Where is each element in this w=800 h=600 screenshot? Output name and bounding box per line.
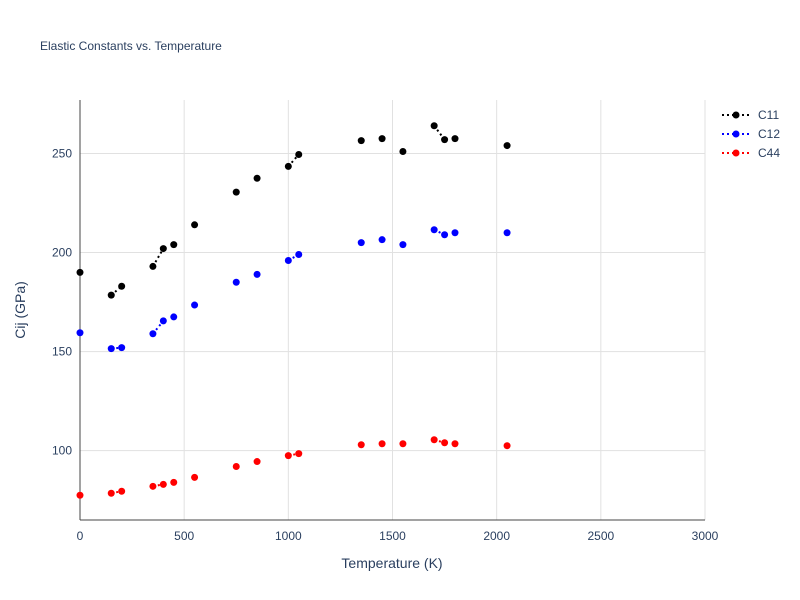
y-tick-label: 100	[52, 444, 72, 458]
data-point[interactable]	[191, 473, 199, 481]
data-point[interactable]	[357, 239, 365, 247]
data-point[interactable]	[232, 188, 240, 196]
data-point[interactable]	[76, 329, 84, 337]
x-tick-label: 1000	[275, 529, 302, 543]
legend-swatch-marker	[732, 149, 740, 157]
data-point[interactable]	[253, 174, 261, 182]
data-point[interactable]	[107, 489, 115, 497]
data-point[interactable]	[232, 278, 240, 286]
data-point[interactable]	[284, 162, 292, 170]
x-tick-label: 2500	[587, 529, 614, 543]
data-point[interactable]	[76, 268, 84, 276]
data-point[interactable]	[149, 482, 157, 490]
data-point[interactable]	[191, 221, 199, 229]
legend-item-C12[interactable]: C12	[722, 127, 780, 141]
series-C12	[76, 226, 511, 353]
data-point[interactable]	[503, 142, 511, 150]
legend-item-C44[interactable]: C44	[722, 146, 780, 160]
data-point[interactable]	[441, 136, 449, 144]
axes	[79, 100, 705, 521]
x-tick-label: 1500	[379, 529, 406, 543]
legend-item-C11[interactable]: C11	[722, 108, 779, 122]
data-point[interactable]	[149, 330, 157, 338]
data-point[interactable]	[170, 313, 178, 321]
grid	[80, 100, 706, 520]
data-point[interactable]	[441, 231, 449, 239]
data-point[interactable]	[451, 135, 459, 143]
data-point[interactable]	[118, 344, 126, 352]
data-point[interactable]	[503, 442, 511, 450]
x-axis-title: Temperature (K)	[341, 555, 442, 571]
data-point[interactable]	[399, 148, 407, 156]
data-point[interactable]	[295, 150, 303, 158]
data-point[interactable]	[253, 270, 261, 278]
x-tick-label: 2000	[483, 529, 510, 543]
data-point[interactable]	[118, 282, 126, 290]
data-point[interactable]	[378, 135, 386, 143]
data-point[interactable]	[191, 301, 199, 309]
x-tick-label: 500	[174, 529, 194, 543]
data-point[interactable]	[378, 440, 386, 448]
data-point[interactable]	[357, 137, 365, 145]
series-segment	[152, 248, 165, 267]
data-point[interactable]	[399, 440, 407, 448]
chart-title: Elastic Constants vs. Temperature	[40, 39, 222, 53]
data-point[interactable]	[107, 345, 115, 353]
legend-swatch-marker	[732, 130, 740, 138]
data-point[interactable]	[159, 245, 167, 253]
data-point[interactable]	[149, 262, 157, 270]
data-point[interactable]	[357, 441, 365, 449]
data-point[interactable]	[107, 291, 115, 299]
data-point[interactable]	[295, 251, 303, 259]
data-point[interactable]	[253, 458, 261, 466]
data-point[interactable]	[430, 436, 438, 444]
data-point[interactable]	[232, 463, 240, 471]
data-point[interactable]	[170, 241, 178, 249]
data-point[interactable]	[159, 317, 167, 325]
data-point[interactable]	[159, 480, 167, 488]
legend-label: C44	[758, 146, 780, 160]
data-point[interactable]	[118, 487, 126, 495]
series-C11	[76, 122, 511, 299]
legend-swatch-marker	[732, 111, 740, 119]
data-point[interactable]	[430, 226, 438, 234]
data-point[interactable]	[284, 452, 292, 460]
legend-label: C11	[758, 108, 779, 122]
y-tick-label: 200	[52, 246, 72, 260]
y-tick-label: 150	[52, 345, 72, 359]
x-tick-label: 3000	[692, 529, 719, 543]
data-point[interactable]	[295, 450, 303, 458]
x-tick-label: 0	[77, 529, 84, 543]
data-point[interactable]	[284, 256, 292, 264]
series-C44	[76, 436, 511, 499]
data-point[interactable]	[451, 229, 459, 237]
data-point[interactable]	[378, 236, 386, 244]
data-point[interactable]	[170, 478, 178, 486]
data-point[interactable]	[503, 229, 511, 237]
data-point[interactable]	[76, 491, 84, 499]
data-point[interactable]	[451, 440, 459, 448]
data-point[interactable]	[430, 122, 438, 130]
legend[interactable]: C11 C12 C44	[722, 108, 780, 160]
data-point[interactable]	[399, 241, 407, 249]
plot-area	[76, 122, 511, 499]
legend-label: C12	[758, 127, 780, 141]
data-point[interactable]	[441, 439, 449, 447]
y-axis-title: Cij (GPa)	[12, 281, 28, 339]
y-tick-label: 250	[52, 146, 72, 160]
tick-labels: 0 500 1000 1500 2000 2500 3000 100 150 200 250	[52, 146, 719, 543]
